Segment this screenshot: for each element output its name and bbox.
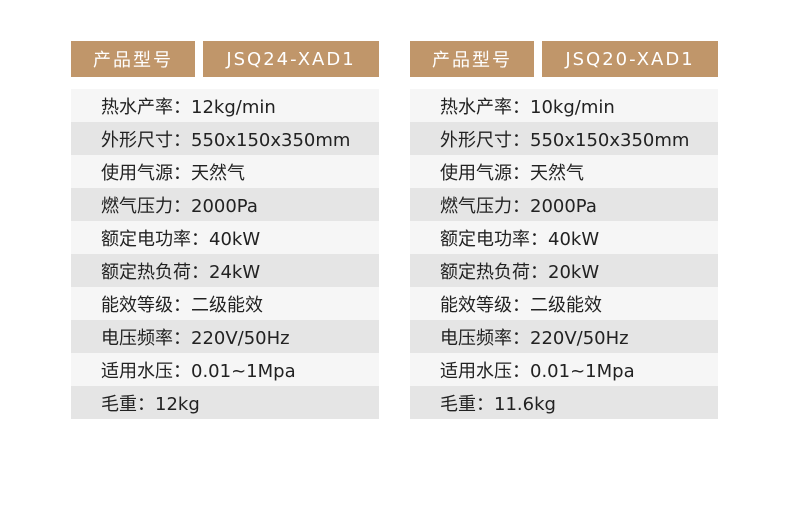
spec-row: 毛重：12kg xyxy=(71,386,379,419)
spec-row: 额定电功率：40kW xyxy=(410,221,718,254)
spec-row: 使用气源：天然气 xyxy=(410,155,718,188)
spec-row: 电压频率：220V/50Hz xyxy=(410,320,718,353)
table-header: 产品型号 JSQ24-XAD1 xyxy=(71,41,379,77)
spec-rows: 热水产率：12kg/min 外形尺寸：550x150x350mm 使用气源：天然气燃… xyxy=(71,89,379,419)
spec-row: 电压频率：220V/50Hz xyxy=(71,320,379,353)
spec-row: 燃气压力：2000Pa xyxy=(410,188,718,221)
spec-row: 外形尺寸：550x150x350mm xyxy=(71,122,379,155)
spec-row: 使用气源：天然气 xyxy=(71,155,379,188)
model-value: JSQ24-XAD1 xyxy=(203,41,379,77)
spec-row: 外形尺寸：550x150x350mm xyxy=(410,122,718,155)
spec-row: 额定电功率：40kW xyxy=(71,221,379,254)
spec-row: 额定热负荷：20kW xyxy=(410,254,718,287)
spec-row: 热水产率：10kg/min xyxy=(410,89,718,122)
spec-row: 适用水压：0.01~1Mpa xyxy=(410,353,718,386)
table-header: 产品型号 JSQ20-XAD1 xyxy=(410,41,718,77)
spec-row: 能效等级：二级能效 xyxy=(410,287,718,320)
model-label: 产品型号 xyxy=(71,41,195,77)
spec-row: 适用水压：0.01~1Mpa xyxy=(71,353,379,386)
model-label: 产品型号 xyxy=(410,41,534,77)
spec-table-jsq24: 产品型号 JSQ24-XAD1 热水产率：12kg/min 外形尺寸：550x150x… xyxy=(71,41,379,419)
model-value: JSQ20-XAD1 xyxy=(542,41,718,77)
spec-row: 燃气压力：2000Pa xyxy=(71,188,379,221)
spec-row: 额定热负荷：24kW xyxy=(71,254,379,287)
spec-row: 毛重：11.6kg xyxy=(410,386,718,419)
spec-table-jsq20: 产品型号 JSQ20-XAD1 热水产率：10kg/min 外形尺寸：550x150x… xyxy=(410,41,718,419)
spec-row: 热水产率：12kg/min xyxy=(71,89,379,122)
spec-rows: 热水产率：10kg/min 外形尺寸：550x150x350mm 使用气源：天然气燃… xyxy=(410,89,718,419)
spec-row: 能效等级：二级能效 xyxy=(71,287,379,320)
